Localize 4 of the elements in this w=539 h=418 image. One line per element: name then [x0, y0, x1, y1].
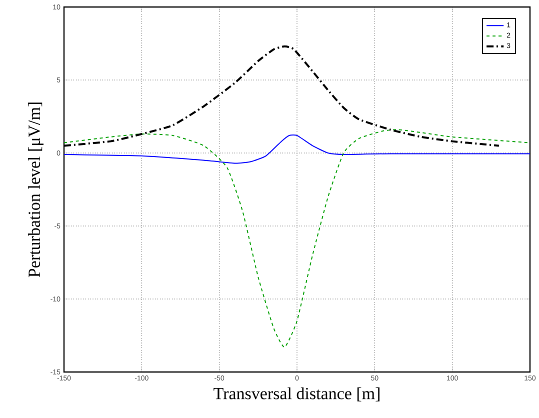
x-axis-title: Transversal distance [m] — [214, 387, 380, 402]
y-axis-title: Perturbation level [μV/m] — [28, 102, 44, 278]
line-series — [64, 129, 530, 348]
line-series — [64, 134, 530, 164]
